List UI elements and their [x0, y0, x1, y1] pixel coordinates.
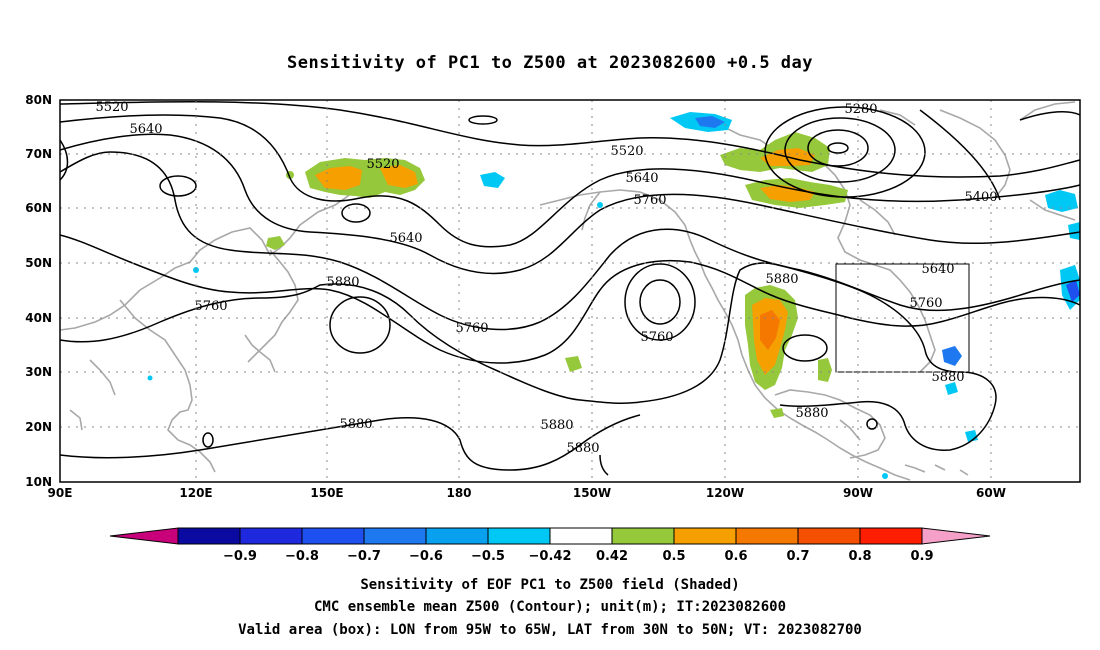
colorbar-swatch [177, 527, 241, 545]
colorbar: −0.9 −0.8 −0.7 −0.6 −0.5 −0.42 0.42 0.5 0.6 0.7 0.… [109, 527, 991, 564]
colorbar-tick-label: 0.5 [662, 549, 685, 564]
contour-labels: 5520 5640 5520 5640 5760 5880 5760 5880 … [95, 100, 997, 456]
colorbar-tick-label: −0.7 [347, 549, 381, 564]
map-title: Sensitivity of PC1 to Z500 at 2023082600… [287, 53, 813, 73]
lat-label: 70N [25, 147, 52, 161]
lon-label: 90W [843, 486, 873, 500]
z500-contours [59, 100, 1081, 476]
contour-label: 5880 [795, 406, 828, 421]
colorbar-swatch [301, 527, 365, 545]
contour-label: 5520 [366, 157, 399, 172]
colorbar-tick-label: 0.6 [724, 549, 747, 564]
contour-label: 5640 [389, 231, 422, 246]
colorbar-swatch [363, 527, 427, 545]
colorbar-tick-label: −0.42 [529, 549, 572, 564]
gridlines [60, 100, 1080, 482]
colorbar-swatch [487, 527, 551, 545]
map-frame [59, 99, 1081, 483]
lon-label: 180 [446, 486, 471, 500]
colorbar-tick-label: −0.6 [409, 549, 443, 564]
colorbar-min-arrow [109, 527, 179, 545]
colorbar-swatch [797, 527, 861, 545]
colorbar-tick-label: 0.8 [848, 549, 871, 564]
contour-label: 5520 [95, 100, 128, 115]
contour-label: 5640 [921, 262, 954, 277]
lat-label: 60N [25, 201, 52, 215]
lon-label: 150W [573, 486, 611, 500]
lat-label: 20N [25, 420, 52, 434]
colorbar-tick-label: −0.8 [285, 549, 319, 564]
colorbar-max-arrow [921, 527, 991, 545]
colorbar-tick-label: −0.9 [223, 549, 257, 564]
contour-label: 5880 [765, 272, 798, 287]
contour-label: 5280 [844, 102, 877, 117]
footer-line-3: Valid area (box): LON from 95W to 65W, L… [238, 622, 862, 638]
colorbar-tick-label: 0.9 [910, 549, 933, 564]
contour-label: 5880 [931, 370, 964, 385]
colorbar-tick-label: −0.5 [471, 549, 505, 564]
lon-label: 60W [976, 486, 1006, 500]
colorbar-swatch [611, 527, 675, 545]
contour-label: 5760 [633, 193, 666, 208]
longitude-labels: 90E 120E 150E 180 150W 120W 90W 60W [48, 486, 1006, 500]
contour-label: 5880 [339, 417, 372, 432]
lon-label: 150E [310, 486, 343, 500]
contour-label: 5520 [610, 144, 643, 159]
footer-line-2: CMC ensemble mean Z500 (Contour); unit(m… [314, 599, 786, 615]
footer-line-1: Sensitivity of EOF PC1 to Z500 field (Sh… [360, 577, 739, 593]
contour-label: 5760 [909, 296, 942, 311]
colorbar-swatch [549, 527, 613, 545]
colorbar-tick-label: 0.42 [596, 549, 628, 564]
colorbar-swatch [239, 527, 303, 545]
contour-label: 5760 [455, 321, 488, 336]
colorbar-swatch [859, 527, 923, 545]
map-panel: 5520 5640 5520 5640 5760 5880 5760 5880 … [59, 99, 1081, 483]
colorbar-swatch [425, 527, 489, 545]
lat-label: 10N [25, 475, 52, 489]
contour-label: 5760 [194, 299, 227, 314]
lat-label: 40N [25, 311, 52, 325]
contour-label: 5880 [566, 441, 599, 456]
lat-label: 30N [25, 365, 52, 379]
contour-label: 5880 [540, 418, 573, 433]
lon-label: 90E [48, 486, 73, 500]
colorbar-swatch [735, 527, 799, 545]
latitude-labels: 80N 70N 60N 50N 40N 30N 20N 10N [25, 93, 52, 489]
colorbar-swatch [673, 527, 737, 545]
lon-label: 120E [179, 486, 212, 500]
lat-label: 50N [25, 256, 52, 270]
lon-label: 120W [706, 486, 744, 500]
contour-label: 5640 [129, 122, 162, 137]
sensitivity-shading [147, 112, 1080, 479]
colorbar-tick-label: 0.7 [786, 549, 809, 564]
lat-label: 80N [25, 93, 52, 107]
contour-label: 5640 [625, 171, 658, 186]
contour-label: 5760 [640, 330, 673, 345]
contour-label: 5400 [964, 190, 997, 205]
contour-label: 5880 [326, 275, 359, 290]
